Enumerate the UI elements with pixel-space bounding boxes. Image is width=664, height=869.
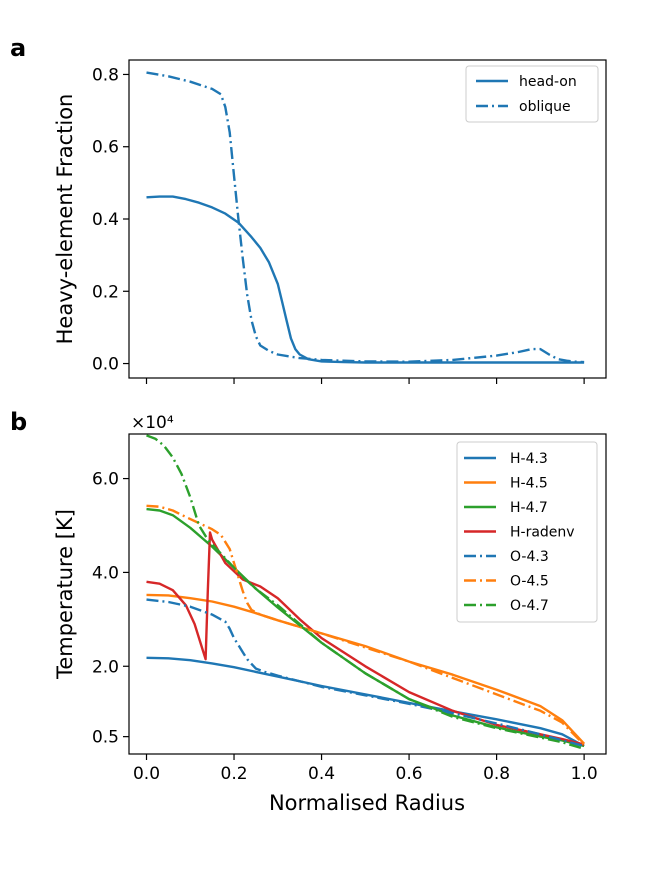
panel-a-chart: 0.0 0.2 0.4 0.6 0.8 Heavy-element Fraction h… — [53, 59, 607, 384]
panel-a-series — [146, 71, 585, 364]
panel-a-ytick-label: 0.8 — [92, 65, 119, 85]
legend-label-h-4-5: H-4.5 — [510, 476, 548, 492]
panel-b-xtick-label: 1.0 — [571, 764, 598, 784]
panel-b-xtick-label: 0.4 — [308, 764, 335, 784]
panel-b-letter: b — [10, 408, 27, 436]
panel-b-ytick-label: 4.0 — [92, 563, 119, 583]
panel-a-letter: a — [10, 34, 26, 62]
panel-b-legend: H-4.3 H-4.5 H-4.7 H-radenv O-4.3 O-4.5 O-4.7 — [456, 441, 598, 623]
legend-label-h-4-7: H-4.7 — [510, 500, 548, 516]
legend-label-o-4-5: O-4.5 — [510, 574, 549, 590]
panel-b-series — [146, 434, 585, 750]
panel-b-xtick-label: 0.6 — [396, 764, 423, 784]
panel-a-legend: head-on oblique — [465, 65, 599, 123]
panel-a-ytick-label: 0.2 — [92, 282, 119, 302]
legend-label-o-4-7: O-4.7 — [510, 598, 549, 614]
panel-b-xtick-label: 0.0 — [133, 764, 160, 784]
legend-label-head-on: head-on — [519, 74, 577, 90]
series-line-o-4-7 — [146, 434, 585, 750]
panel-b-ylabel: Temperature [K] — [53, 509, 77, 680]
series-line-oblique — [146, 71, 585, 364]
panel-b-ytick-label: 6.0 — [92, 470, 119, 490]
series-line-head-on — [146, 195, 585, 364]
legend-label-oblique: oblique — [519, 99, 571, 115]
legend-label-o-4-3: O-4.3 — [510, 549, 549, 565]
panel-a-ytick-label: 0.6 — [92, 138, 119, 158]
panel-b-ytick-label: 0.5 — [92, 728, 119, 748]
panel-b-ytick-label: 2.0 — [92, 657, 119, 677]
panel-b-chart: 0.5 2.0 4.0 6.0 0.0 0.2 0.4 0.6 0.8 1.0 ×10⁴ Temp… — [53, 413, 607, 815]
legend-label-h-4-3: H-4.3 — [510, 451, 548, 467]
panel-b-frame — [128, 433, 607, 755]
series-line-o-4-3 — [146, 598, 585, 748]
panel-b-legend-items: H-4.3 H-4.5 H-4.7 H-radenv O-4.3 O-4.5 O-4.7 — [464, 451, 575, 614]
legend-label-h-radenv: H-radenv — [510, 525, 575, 541]
series-line-o-4-5 — [146, 504, 585, 746]
panel-b-xtick-label: 0.2 — [221, 764, 248, 784]
panel-b-xtick-label: 0.8 — [483, 764, 510, 784]
panel-b-xlabel: Normalised Radius — [269, 791, 465, 815]
panel-b-multiplier: ×10⁴ — [131, 413, 174, 433]
panel-a-ytick-label: 0.4 — [92, 210, 119, 230]
panel-a-ylabel: Heavy-element Fraction — [53, 94, 77, 345]
panel-a-ticks: 0.0 0.2 0.4 0.6 0.8 — [92, 65, 585, 384]
panel-b-ticks: 0.5 2.0 4.0 6.0 0.0 0.2 0.4 0.6 0.8 1.0 — [92, 470, 598, 784]
panel-b-legend-box — [456, 441, 598, 623]
panel-a-ytick-label: 0.0 — [92, 355, 119, 375]
